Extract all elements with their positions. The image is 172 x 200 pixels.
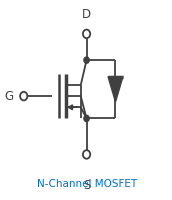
Text: S: S bbox=[83, 179, 90, 192]
Text: N-Channel MOSFET: N-Channel MOSFET bbox=[36, 179, 137, 189]
Circle shape bbox=[84, 57, 89, 63]
Circle shape bbox=[84, 115, 89, 122]
Text: D: D bbox=[82, 8, 91, 21]
Text: G: G bbox=[5, 90, 14, 103]
FancyArrow shape bbox=[68, 105, 77, 110]
Polygon shape bbox=[108, 77, 123, 102]
